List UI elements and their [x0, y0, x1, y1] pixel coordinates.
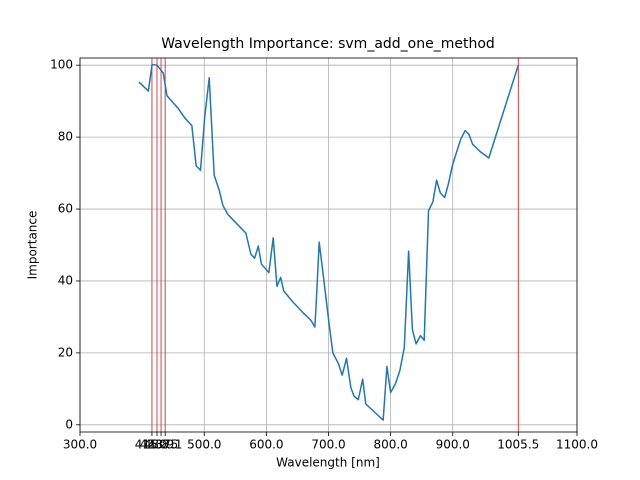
x-tick-label: 430.5	[144, 438, 178, 452]
y-tick-label: 40	[58, 273, 73, 287]
x-tick-label: 500.0	[187, 438, 221, 452]
plot-frame	[79, 57, 578, 433]
x-axis-label: Wavelength [nm]	[276, 456, 380, 470]
x-tick-label: 415.8	[135, 438, 169, 452]
x-tick-label: 300.0	[63, 438, 97, 452]
chart-title: Wavelength Importance: svm_add_one_metho…	[161, 36, 495, 52]
x-tick-label: 423.9	[140, 438, 174, 452]
y-tick-label: 60	[58, 202, 73, 216]
y-tick-label: 0	[65, 417, 73, 431]
x-tick-label: 1005.5	[497, 438, 539, 452]
x-tick-label: 437.1	[148, 438, 182, 452]
y-tick-label: 80	[58, 130, 73, 144]
data-line	[138, 63, 520, 421]
y-axis-label: Importance	[26, 211, 40, 280]
y-tick-label: 100	[50, 58, 73, 72]
x-tick-label: 600.0	[249, 438, 283, 452]
x-tick-label: 700.0	[311, 438, 345, 452]
y-tick-label: 20	[58, 345, 73, 359]
x-tick-label: 1100.0	[556, 438, 598, 452]
x-tick-label: 900.0	[436, 438, 470, 452]
x-tick-label: 800.0	[373, 438, 407, 452]
